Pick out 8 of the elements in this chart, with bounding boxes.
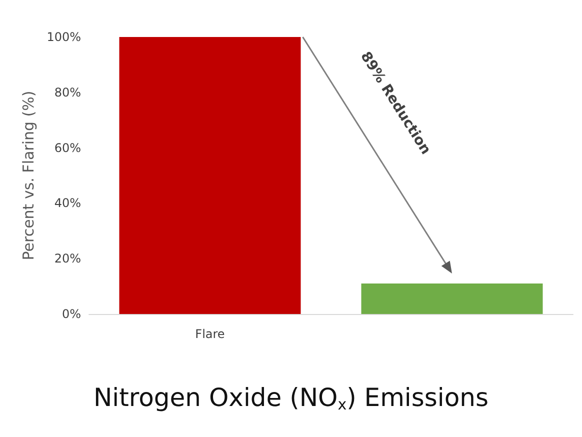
x-tick-label: Flare bbox=[195, 327, 225, 341]
y-tick-label: 20% bbox=[54, 252, 81, 266]
y-tick-label: 40% bbox=[54, 196, 81, 210]
y-tick-label: 0% bbox=[62, 307, 81, 321]
y-tick-label: 100% bbox=[46, 30, 81, 44]
y-tick-label: 60% bbox=[54, 140, 81, 155]
y-axis-title: Percent vs. Flaring (%) bbox=[19, 90, 38, 260]
y-tick-label: 80% bbox=[54, 85, 81, 100]
